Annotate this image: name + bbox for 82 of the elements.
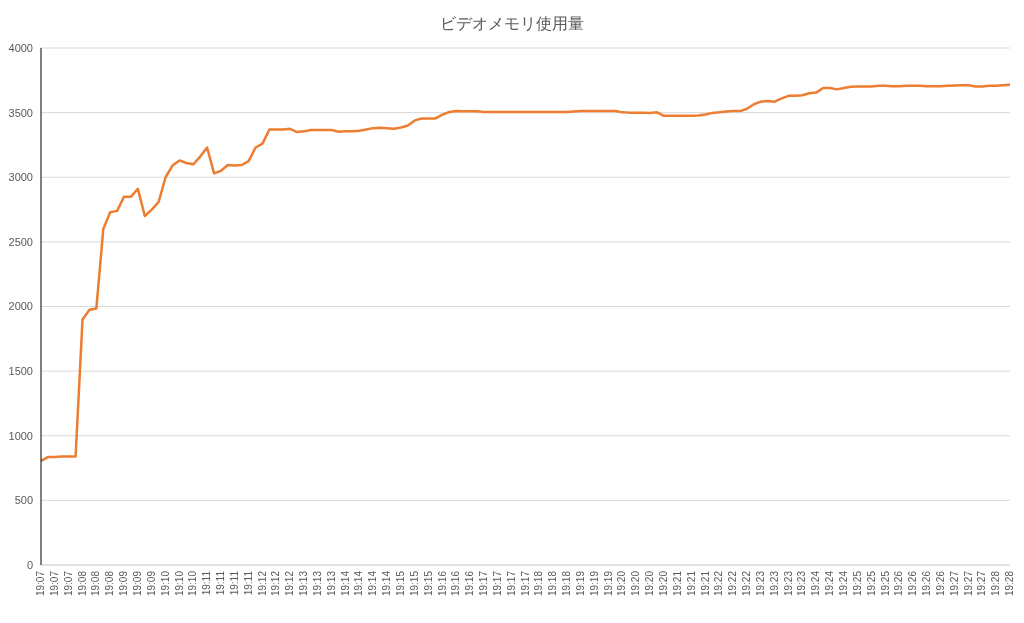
x-tick-label: 19:26 [907, 570, 919, 597]
y-tick-label: 1500 [8, 365, 33, 378]
x-tick-label: 19:14 [339, 570, 351, 597]
x-tick-label: 19:21 [699, 570, 711, 597]
x-tick-label: 19:28 [990, 570, 1002, 597]
x-tick-label: 19:21 [685, 570, 697, 597]
x-tick-label: 19:10 [187, 570, 199, 597]
x-tick-label: 19:28 [1004, 570, 1016, 597]
x-tick-label: 19:27 [948, 570, 960, 597]
x-tick-label: 19:17 [519, 570, 531, 597]
x-tick-label: 19:07 [62, 570, 74, 597]
x-tick-label: 19:07 [35, 570, 47, 597]
x-tick-label: 19:13 [298, 570, 310, 597]
x-tick-label: 19:21 [671, 570, 683, 597]
x-tick-label: 19:18 [533, 570, 545, 597]
y-tick-label: 4000 [8, 41, 33, 54]
x-tick-label: 19:09 [132, 570, 143, 597]
x-tick-label: 19:22 [713, 570, 725, 597]
x-tick-label: 19:19 [588, 570, 600, 597]
x-tick-label: 19:07 [48, 570, 60, 597]
chart-title: ビデオメモリ使用量 [439, 14, 585, 34]
x-tick-label: 19:24 [837, 570, 849, 597]
x-tick-label: 19:14 [367, 570, 379, 597]
x-tick-label: 19:11 [228, 570, 240, 596]
x-tick-label: 19:23 [796, 570, 808, 597]
x-tick-label: 19:19 [574, 570, 586, 597]
y-tick-label: 500 [14, 494, 33, 507]
y-tick-label: 3000 [8, 171, 33, 184]
x-tick-label: 19:24 [824, 570, 836, 597]
y-tick-label: 2000 [8, 300, 33, 313]
x-tick-label: 19:08 [76, 570, 88, 597]
y-tick-label: 1000 [8, 429, 33, 442]
x-tick-label: 19:15 [422, 570, 434, 597]
x-tick-label: 19:17 [505, 570, 517, 597]
x-tick-label: 19:17 [478, 570, 490, 597]
x-tick-label: 19:17 [491, 570, 503, 597]
x-tick-label: 19:24 [810, 570, 822, 597]
x-tick-label: 19:18 [561, 570, 573, 597]
x-tick-label: 19:14 [353, 570, 365, 597]
y-tick-label: 0 [26, 558, 33, 571]
x-tick-label: 19:23 [782, 570, 794, 597]
x-tick-label: 19:11 [201, 570, 213, 596]
x-tick-label: 19:26 [921, 570, 933, 597]
x-tick-label: 19:13 [311, 570, 323, 597]
x-tick-label: 19:09 [118, 570, 130, 597]
x-tick-label: 19:23 [754, 570, 766, 597]
x-tick-label: 19:11 [215, 570, 227, 596]
x-tick-label: 19:25 [865, 570, 877, 597]
x-tick-label: 19:25 [851, 570, 863, 597]
x-tick-label: 19:15 [395, 570, 407, 597]
x-tick-label: 19:12 [270, 570, 282, 597]
x-tick-label: 19:12 [284, 570, 296, 597]
x-tick-label: 19:27 [976, 570, 988, 597]
x-tick-label: 19:12 [256, 570, 268, 597]
x-tick-label: 19:10 [173, 570, 185, 597]
x-tick-label: 19:22 [741, 570, 753, 597]
y-tick-label: 3500 [8, 106, 33, 119]
x-tick-label: 19:08 [104, 570, 116, 597]
x-tick-label: 19:19 [602, 570, 614, 597]
x-tick-label: 19:14 [381, 570, 393, 597]
x-tick-label: 19:15 [408, 570, 420, 597]
x-tick-label: 19:22 [727, 570, 739, 597]
x-tick-label: 19:20 [630, 570, 642, 597]
x-tick-label: 19:09 [145, 570, 157, 597]
x-tick-label: 19:18 [547, 570, 559, 597]
x-tick-label: 19:11 [242, 570, 254, 596]
x-tick-label: 19:20 [616, 570, 628, 597]
x-tick-label: 19:25 [879, 570, 891, 597]
x-tick-label: 19:16 [464, 570, 476, 597]
x-tick-label: 19:26 [934, 570, 946, 597]
x-tick-label: 19:16 [436, 570, 448, 597]
y-tick-label: 2500 [8, 235, 33, 248]
x-tick-label: 19:08 [90, 570, 102, 597]
x-tick-label: 19:16 [450, 570, 462, 597]
x-tick-label: 19:26 [893, 570, 905, 597]
line-series [39, 83, 1012, 463]
x-tick-label: 19:13 [325, 570, 337, 597]
x-tick-label: 19:10 [159, 570, 171, 597]
x-tick-label: 19:27 [962, 570, 974, 597]
x-tick-label: 19:20 [644, 570, 656, 597]
x-tick-label: 19:23 [768, 570, 780, 597]
x-tick-label: 19:20 [658, 570, 670, 597]
